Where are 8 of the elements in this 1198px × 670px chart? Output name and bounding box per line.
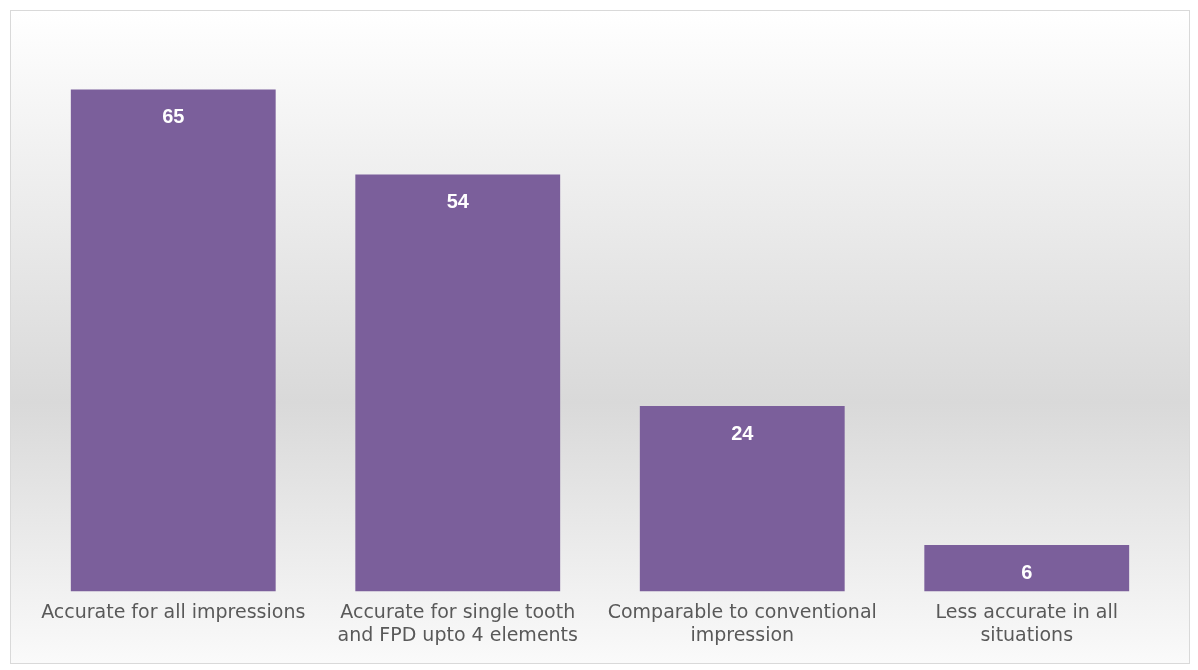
x-tick-label: Comparable to conventional impression — [607, 599, 877, 645]
x-tick-label: Accurate for single tooth and FPD upto 4 elements — [337, 599, 578, 645]
x-tick-label: Accurate for all impressions — [41, 599, 306, 622]
data-label: 65 — [162, 105, 185, 128]
data-label: 24 — [731, 421, 755, 444]
data-label: 6 — [1021, 560, 1033, 583]
x-tick-label: Less accurate in all situations — [935, 599, 1119, 645]
data-label: 54 — [446, 190, 470, 213]
